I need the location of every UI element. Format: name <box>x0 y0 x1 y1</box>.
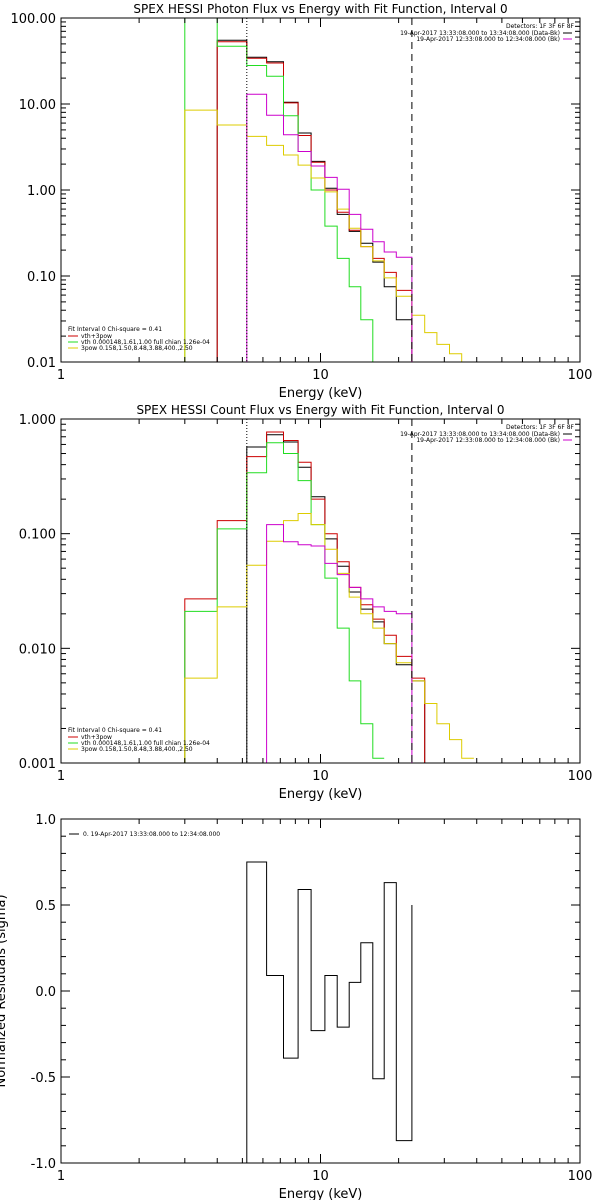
series-3pow <box>184 109 474 362</box>
chart-0: SPEX HESSI Photon Flux vs Energy with Fi… <box>11 2 593 401</box>
y-tick-label: 10.00 <box>19 98 56 113</box>
series-bk <box>266 524 413 763</box>
y-tick-label: 0.10 <box>27 270 56 285</box>
series-group <box>184 18 474 362</box>
plot-frame <box>60 418 581 764</box>
interval-label: 19-Apr-2017 12:33:08.000 to 12:34:08.000… <box>416 36 560 43</box>
x-tick-label: 10 <box>312 368 329 383</box>
interval-label: 19-Apr-2017 13:33:08.000 to 13:34:08.000… <box>400 431 560 438</box>
interval-label: 19-Apr-2017 12:33:08.000 to 12:34:08.000… <box>416 437 560 444</box>
chart-title: SPEX HESSI Count Flux vs Energy with Fit… <box>136 403 504 417</box>
x-tick-label: 10 <box>312 1169 329 1184</box>
chart-2: 1 10 100 Energy (keV) -1.0 -0.5 0.0 0.5 1.0 Norma… <box>0 813 592 1200</box>
x-tick-label: 100 <box>568 769 593 784</box>
y-tick-label: 0.010 <box>19 642 56 657</box>
x-axis-label: Energy (keV) <box>279 787 363 802</box>
series-group <box>184 431 474 763</box>
plot-frame <box>60 818 581 1164</box>
x-tick-label: 100 <box>568 368 593 383</box>
y-tick-label: 1.0 <box>35 813 56 828</box>
legend-item: vth 0.000148,1.61,1.00 full chian 1.26e-… <box>81 339 210 346</box>
legend-item: 0. 19-Apr-2017 13:33:08.000 to 12:34:08.… <box>83 831 220 838</box>
series-vth <box>184 442 385 763</box>
interval-label: 19-Apr-2017 13:33:08.000 to 13:34:08.000… <box>400 30 560 37</box>
y-tick-label: 0.5 <box>35 899 56 914</box>
detectors-label: Detectors: 1F 3F 6F 8F <box>506 424 575 431</box>
legend-item: vth+3pow <box>81 333 112 340</box>
y-tick-label: 0.0 <box>35 985 56 1000</box>
series-vth-3pow <box>184 431 426 763</box>
x-tick-label: 1 <box>57 1169 65 1184</box>
series-vth <box>184 18 385 362</box>
y-tick-label: 0.001 <box>19 757 56 772</box>
legend-title: Fit Interval 0 Chi-square = 0.41 <box>68 326 162 333</box>
y-tick-label: -0.5 <box>31 1071 56 1086</box>
chart-1: SPEX HESSI Count Flux vs Energy with Fit… <box>19 403 593 802</box>
y-tick-label: -1.0 <box>31 1157 56 1172</box>
x-tick-label: 100 <box>568 1169 593 1184</box>
y-tick-label: 1.000 <box>19 413 56 428</box>
y-axis-label: Normalized Residuals (sigma) <box>0 894 9 1087</box>
series-residuals <box>246 861 413 1163</box>
series-data <box>246 434 426 763</box>
series-bk <box>246 93 413 362</box>
y-tick-label: 100.00 <box>11 12 57 27</box>
legend-title: Fit Interval 0 Chi-square = 0.41 <box>68 727 162 734</box>
x-axis-label: Energy (keV) <box>279 386 363 401</box>
y-tick-label: 0.01 <box>27 356 56 371</box>
legend-item: 3pow 0.158,1.50,8.48,3.88,400.,2.50 <box>81 345 193 352</box>
y-tick-label: 0.100 <box>19 528 56 543</box>
x-tick-label: 1 <box>57 769 65 784</box>
legend-item: 3pow 0.158,1.50,8.48,3.88,400.,2.50 <box>81 746 193 753</box>
chart-title: SPEX HESSI Photon Flux vs Energy with Fi… <box>133 2 507 16</box>
series-group <box>246 861 413 1163</box>
x-axis-label: Energy (keV) <box>279 1187 363 1200</box>
legend-item: vth+3pow <box>81 734 112 741</box>
y-tick-label: 1.00 <box>27 184 56 199</box>
legend-item: vth 0.000148,1.61,1.00 full chian 1.26e-… <box>81 740 210 747</box>
series-3pow <box>184 513 474 763</box>
x-tick-label: 1 <box>57 368 65 383</box>
detectors-label: Detectors: 1F 3F 6F 8F <box>506 23 575 30</box>
x-tick-label: 10 <box>312 769 329 784</box>
